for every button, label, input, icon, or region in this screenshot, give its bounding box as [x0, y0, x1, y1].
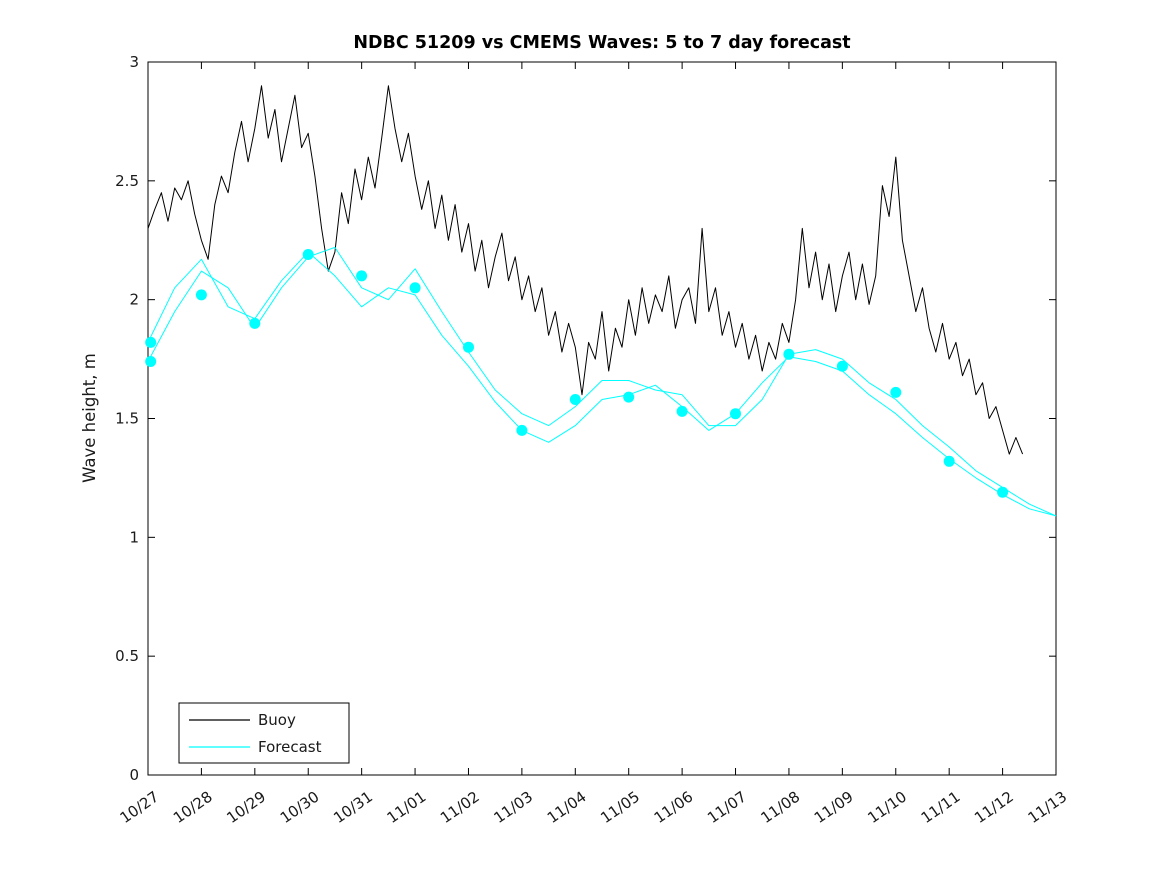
series-marker-forecast-daily-markers: [302, 249, 314, 260]
chart-title: NDBC 51209 vs CMEMS Waves: 5 to 7 day fo…: [353, 33, 850, 53]
series-marker-forecast-daily-markers: [463, 341, 474, 353]
y-tick-label: 2.5: [115, 172, 139, 190]
y-tick-label: 1: [129, 528, 139, 546]
x-tick-label: 10/29: [223, 788, 269, 828]
series-marker-forecast-daily-markers: [249, 317, 261, 329]
y-tick-label: 3: [129, 53, 139, 71]
x-tick-label: 11/10: [864, 788, 910, 828]
x-tick-label: 10/27: [117, 788, 163, 828]
x-tick-label: 11/13: [1025, 788, 1071, 828]
x-tick-label: 11/05: [597, 788, 643, 828]
series-marker-forecast-daily-markers: [783, 348, 795, 360]
x-tick-label: 11/02: [437, 788, 483, 828]
x-tick-label: 11/01: [384, 788, 430, 828]
data-series: [145, 85, 1057, 517]
series-marker-forecast-daily-markers: [516, 424, 528, 436]
x-tick-label: 11/03: [490, 788, 536, 828]
y-tick-label: 2: [129, 291, 139, 309]
y-tick-label: 0.5: [115, 647, 139, 665]
series-marker-forecast-daily-markers: [997, 486, 1009, 498]
y-tick-label: 0: [129, 766, 139, 784]
x-tick-label: 11/09: [811, 788, 857, 828]
series-marker-forecast-daily-markers: [145, 336, 157, 348]
x-tick-label: 11/07: [704, 788, 750, 828]
series-marker-forecast-daily-markers: [145, 356, 157, 367]
series-marker-forecast-daily-markers: [676, 405, 688, 417]
x-tick-label: 10/28: [170, 788, 216, 828]
series-marker-forecast-daily-markers: [195, 289, 207, 301]
x-tick-label: 11/04: [544, 788, 590, 828]
series-marker-forecast-daily-markers: [569, 394, 581, 405]
x-tick-label: 11/08: [757, 788, 803, 828]
series-marker-forecast-daily-markers: [730, 408, 741, 420]
series-marker-forecast-daily-markers: [836, 360, 848, 372]
legend: Buoy Forecast: [178, 702, 350, 764]
series-line-forecast-run-b: [147, 251, 1057, 517]
plot-area: [147, 61, 1057, 776]
y-axis-label: Wave height, m: [80, 353, 99, 483]
series-marker-forecast-daily-markers: [623, 391, 635, 403]
legend-box: [178, 702, 350, 764]
series-marker-forecast-daily-markers: [943, 455, 955, 467]
y-tick-label: 1.5: [115, 410, 139, 428]
series-line-buoy: [147, 85, 1024, 455]
x-tick-label: 10/31: [330, 788, 376, 828]
series-marker-forecast-daily-markers: [356, 270, 368, 282]
x-tick-label: 11/12: [971, 788, 1017, 828]
x-tick-label: 11/06: [651, 788, 697, 828]
x-tick-label: 10/30: [277, 788, 323, 828]
legend-label-forecast: Forecast: [258, 738, 322, 756]
x-tick-label: 11/11: [918, 788, 964, 828]
series-line-forecast-run-a: [147, 246, 1057, 517]
legend-label-buoy: Buoy: [258, 711, 296, 729]
series-marker-forecast-daily-markers: [409, 282, 421, 294]
series-marker-forecast-daily-markers: [890, 386, 902, 398]
